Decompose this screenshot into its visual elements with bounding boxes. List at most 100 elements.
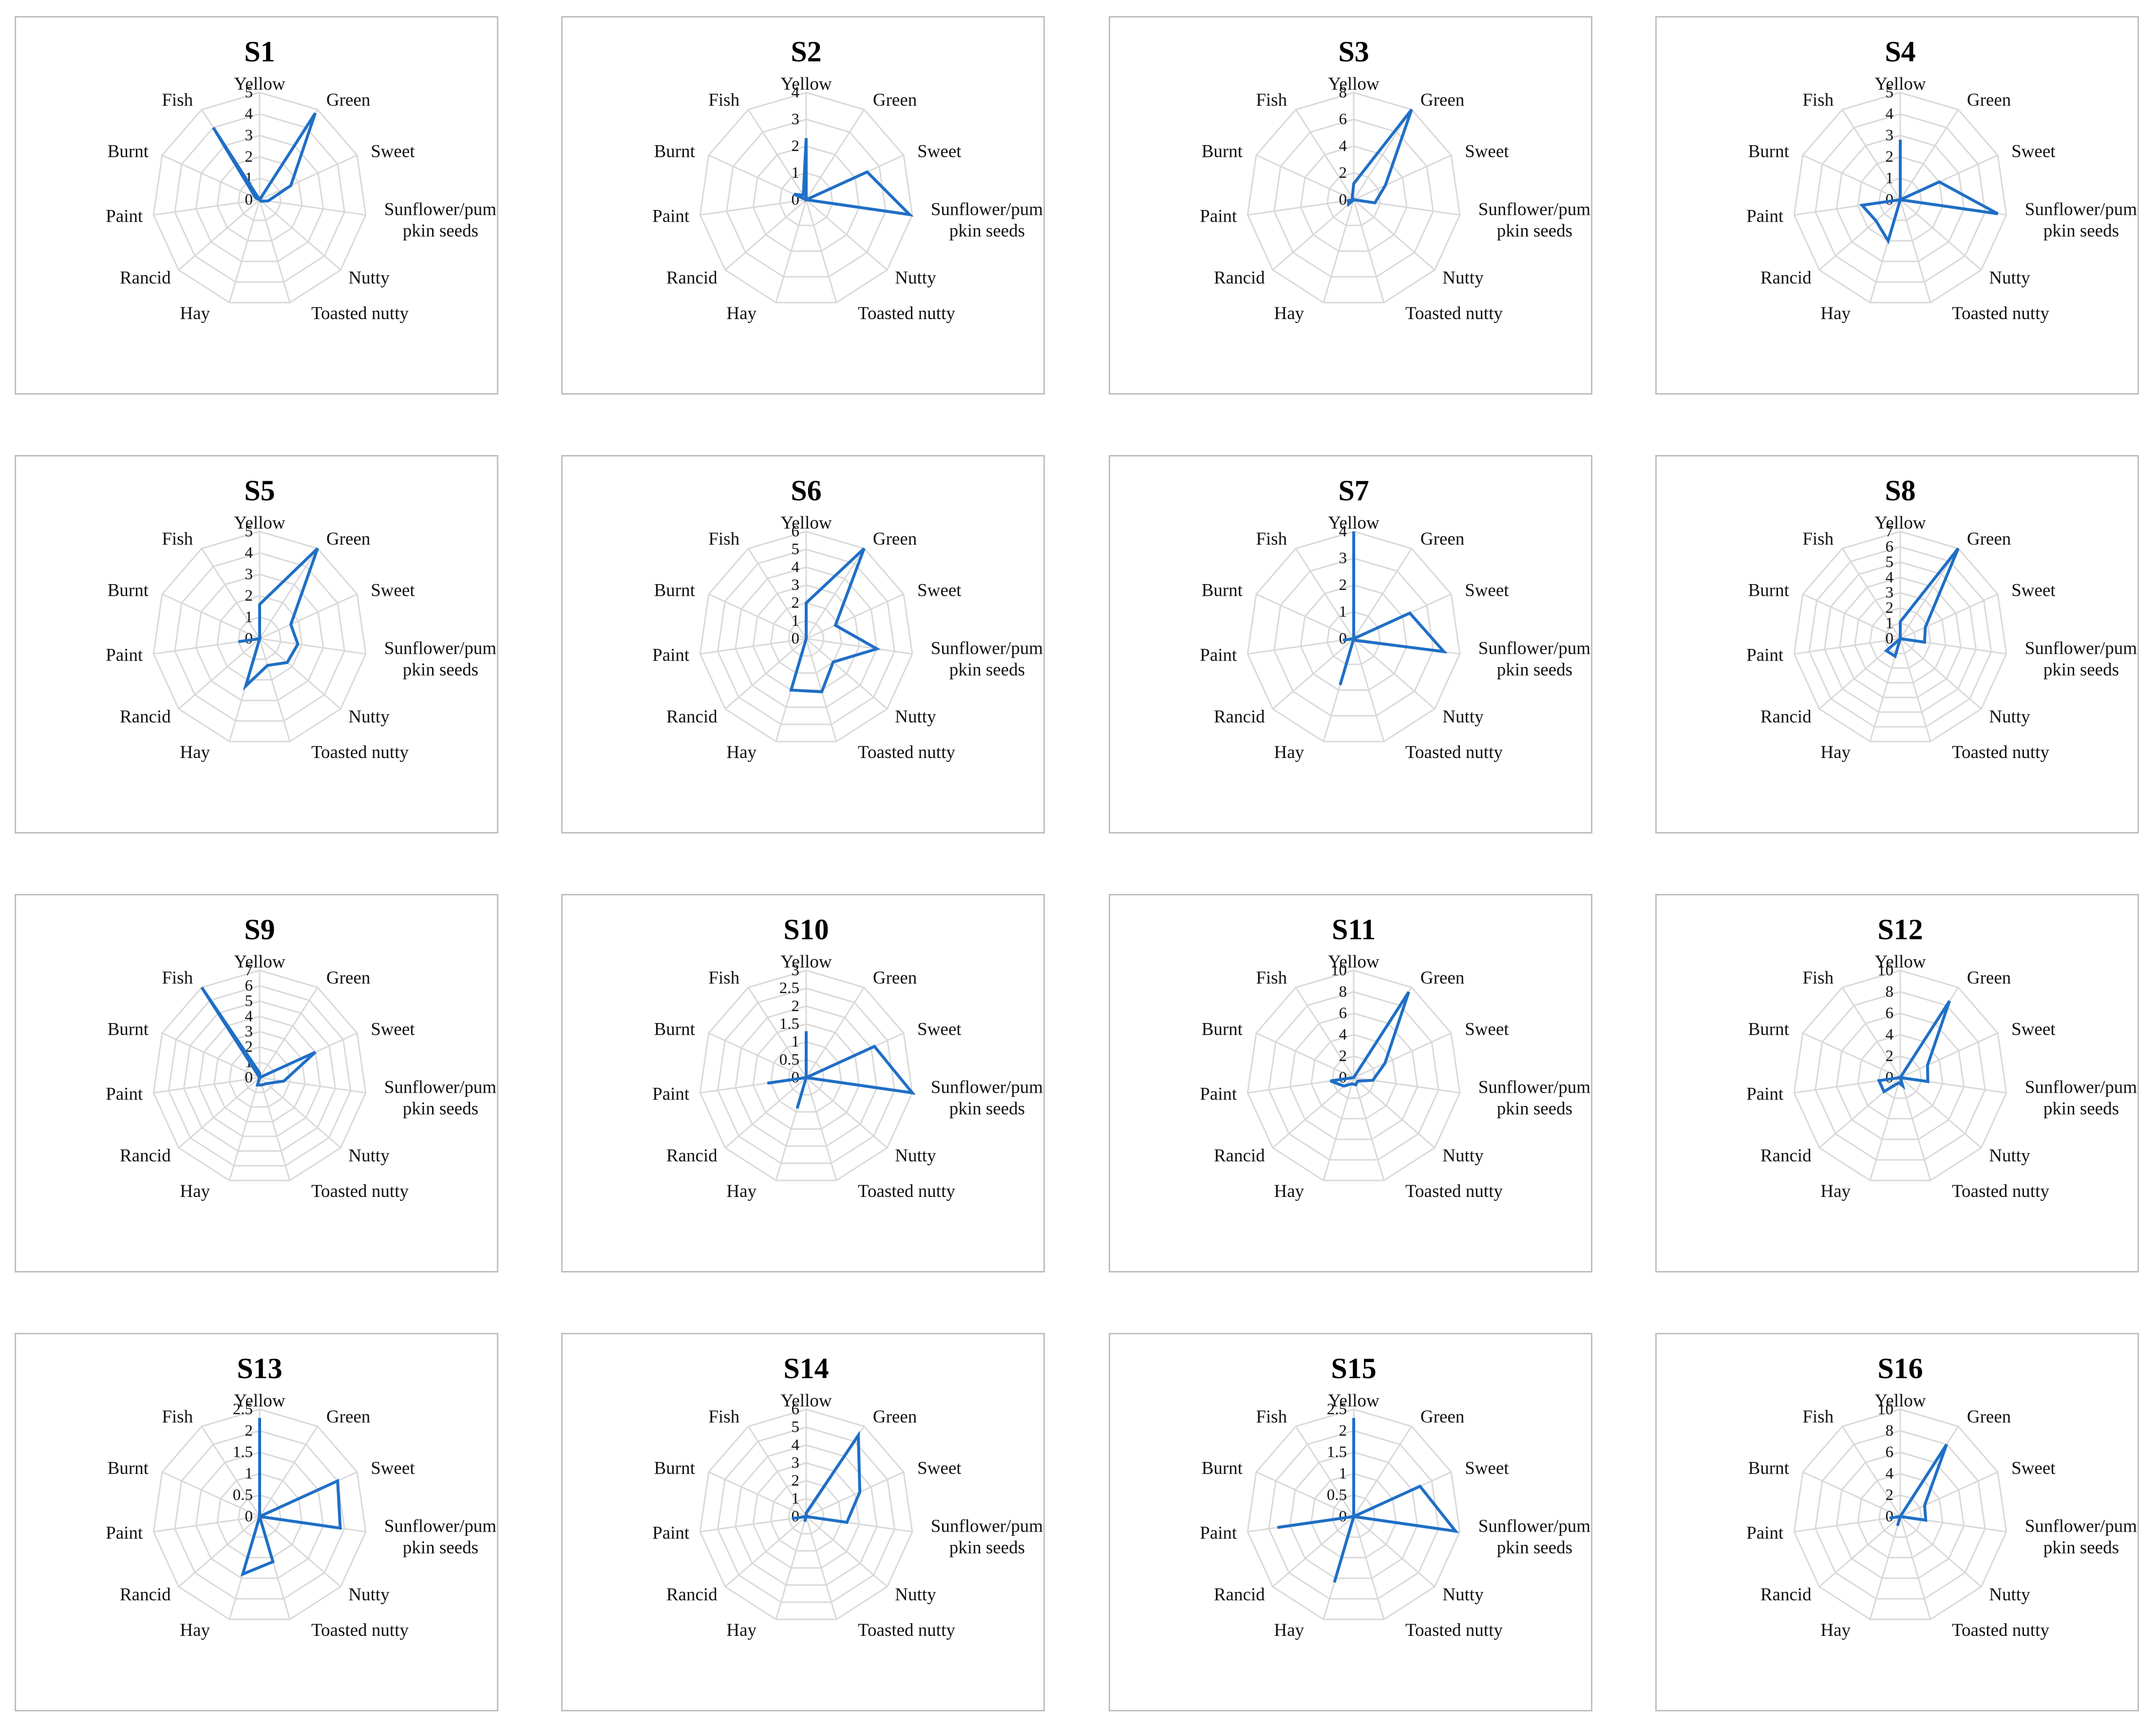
- grid-spoke: [1247, 199, 1354, 216]
- grid-ring: [1835, 1451, 1965, 1579]
- axis-label: Burnt: [1748, 581, 1790, 601]
- tick-label: 2: [245, 1038, 253, 1056]
- tick-label: 8: [1886, 1422, 1894, 1440]
- axis-label: Yellow: [1328, 1391, 1379, 1411]
- grid-spoke: [178, 1077, 260, 1149]
- tick-label: 8: [1339, 983, 1347, 1001]
- grid-ring: [174, 113, 345, 283]
- tick-label: 0.5: [233, 1486, 253, 1504]
- grid-ring: [1835, 1012, 1965, 1140]
- tick-label: 4: [792, 84, 800, 101]
- axis-label: Sunflower/pum pkin seeds: [1478, 199, 1590, 241]
- axis-label: Paint: [1746, 206, 1784, 226]
- grid-spoke: [1841, 987, 1901, 1078]
- tick-label: 6: [1886, 538, 1894, 555]
- chart-title: S4: [1885, 36, 1915, 68]
- grid-spoke: [259, 638, 341, 710]
- axis-label: Sunflower/pum pkin seeds: [2025, 199, 2137, 241]
- grid-spoke: [1899, 548, 1959, 639]
- axis-label: Burnt: [654, 1459, 696, 1479]
- grid-ring: [1878, 1055, 1923, 1099]
- axis-label: Fish: [1802, 968, 1834, 988]
- grid-spoke: [724, 199, 807, 271]
- grid-spoke: [806, 199, 888, 271]
- tick-label: 6: [1339, 1005, 1347, 1022]
- grid-ring: [1839, 576, 1962, 699]
- tick-label: 0: [245, 191, 253, 209]
- grid-spoke: [1869, 1516, 1901, 1620]
- grid-ring: [1808, 546, 1992, 728]
- grid-spoke: [259, 1426, 319, 1517]
- axis-label: Hay: [1820, 303, 1851, 323]
- axis-label: Yellow: [780, 952, 832, 972]
- tick-label: 1: [792, 164, 800, 182]
- axis-label: Fish: [162, 529, 193, 549]
- tick-label: 8: [1886, 983, 1894, 1001]
- axis-label: Rancid: [120, 707, 171, 727]
- tick-label: 2: [1886, 1486, 1894, 1504]
- tick-label: 5: [1886, 84, 1894, 101]
- grid-ring: [1310, 1034, 1397, 1119]
- grid-spoke: [747, 548, 807, 639]
- grid-ring: [779, 172, 833, 227]
- axis-label: Hay: [1274, 303, 1304, 323]
- grid-spoke: [1841, 1426, 1901, 1517]
- grid-ring: [699, 92, 913, 303]
- grid-spoke: [747, 987, 807, 1078]
- tick-label: 3: [1886, 127, 1894, 144]
- grid-spoke: [724, 638, 807, 710]
- tick-label: 0: [1339, 1069, 1347, 1086]
- grid-spoke: [1353, 1516, 1385, 1620]
- grid-spoke: [1353, 638, 1385, 742]
- tick-label: 4: [1339, 137, 1347, 155]
- grid-spoke: [259, 1516, 341, 1588]
- axis-label: Toasted nutty: [311, 303, 409, 323]
- grid-ring: [183, 1000, 337, 1152]
- axis-label: Sunflower/pum pkin seeds: [1478, 1077, 1590, 1119]
- tick-label: 0: [245, 630, 253, 647]
- axis-label: Burnt: [1202, 142, 1243, 162]
- series-line: [793, 138, 914, 217]
- axis-label: Yellow: [1328, 74, 1379, 94]
- grid-spoke: [1802, 1471, 1901, 1517]
- grid-spoke: [700, 199, 807, 216]
- axis-label: Green: [326, 968, 370, 988]
- axis-label: Nutty: [1442, 1585, 1484, 1605]
- grid-ring: [195, 573, 324, 702]
- axis-label: Toasted nutty: [858, 1181, 955, 1201]
- grid-spoke: [1900, 1471, 1998, 1517]
- grid-spoke: [201, 548, 261, 639]
- tick-label: 1: [1339, 1465, 1347, 1482]
- axis-label: Green: [873, 90, 917, 110]
- grid-ring: [1289, 1012, 1418, 1140]
- axis-label: Toasted nutty: [858, 1620, 955, 1640]
- grid-spoke: [153, 1516, 260, 1533]
- axis-label: Sweet: [371, 1459, 415, 1479]
- tick-label: 0: [1886, 191, 1894, 209]
- tick-label: 3: [245, 566, 253, 583]
- axis-label: Rancid: [1760, 707, 1812, 727]
- axis-label: Paint: [106, 206, 143, 226]
- tick-label: 1: [245, 608, 253, 626]
- tick-label: 4: [245, 105, 253, 123]
- axis-label: Nutty: [348, 268, 390, 288]
- axis-label: Nutty: [1989, 1146, 2030, 1166]
- chart-title: S8: [1885, 474, 1915, 507]
- radar-panel-s6: S6 0 1 2 3 4 5 6 Yellow Green Sweet Sunflower/pum pk…: [561, 455, 1045, 834]
- axis-label: Burnt: [654, 1020, 696, 1040]
- grid-spoke: [1272, 638, 1354, 710]
- grid-ring: [752, 145, 860, 252]
- grid-spoke: [1295, 109, 1355, 200]
- grid-spoke: [1353, 1077, 1436, 1149]
- tick-label: 4: [792, 558, 800, 576]
- axis-label: Nutty: [1442, 707, 1484, 727]
- axis-label: Green: [873, 968, 917, 988]
- tick-label: 2.5: [233, 1401, 253, 1418]
- grid-ring: [1857, 156, 1944, 242]
- axis-label: Toasted nutty: [311, 1620, 409, 1640]
- tick-label: 2: [1886, 599, 1894, 617]
